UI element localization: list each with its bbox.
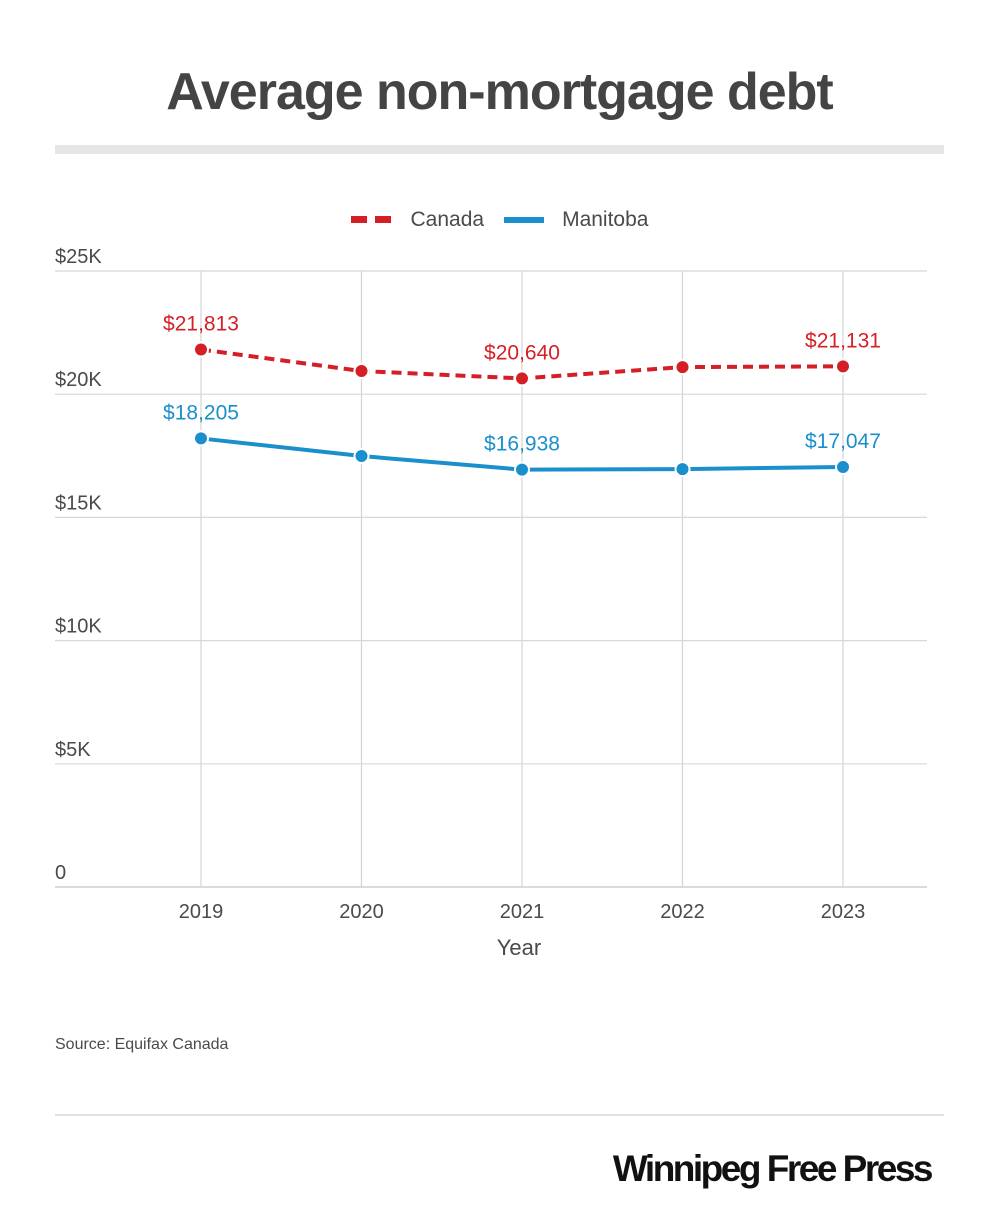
y-tick-label: $20K [55,369,102,391]
x-tick-label: 2019 [179,901,224,923]
data-point-manitoba-2019 [193,430,209,447]
y-tick-label: $10K [55,616,102,638]
data-label-manitoba-2023: $17,047 [805,430,881,453]
brand-logo: Winnipeg Free Press [612,1148,934,1189]
legend-swatch-manitoba [504,217,545,223]
data-point-canada-2022 [674,359,691,376]
data-label-canada-2021: $20,640 [484,341,560,364]
x-axis-label: Year [497,935,541,960]
data-point-canada-2019 [193,341,209,358]
data-point-manitoba-2022 [674,461,691,478]
y-tick-label: 0 [55,862,66,884]
data-label-canada-2023: $21,131 [805,329,881,352]
legend-item-manitoba: Manitoba [504,208,648,232]
y-tick-label: $25K [55,246,102,268]
legend-label-manitoba: Manitoba [562,208,649,231]
legend-swatch-canada [350,216,391,224]
y-tick-label: $5K [55,739,91,761]
y-tick-label: $15K [55,492,102,514]
title-divider [55,145,944,154]
data-point-manitoba-2020 [353,448,370,465]
chart-title: Average non-mortgage debt [166,63,834,121]
footer-divider [55,1114,944,1116]
x-tick-label: 2020 [339,901,384,923]
x-tick-label: 2022 [660,901,705,923]
legend-item-canada: Canada [350,208,485,232]
legend: Canada Manitoba [0,208,999,232]
line-chart: 0 $5K $10K $15K $20K $25K 2019 2020 2021 2022 2023… [55,246,927,960]
data-point-manitoba-2023 [835,458,851,475]
data-point-canada-2020 [353,363,370,380]
source-note: Source: Equifax Canada [55,1036,229,1053]
x-tick-label: 2021 [500,901,545,923]
legend-label-canada: Canada [410,208,485,231]
data-point-canada-2023 [835,358,851,375]
data-label-manitoba-2021: $16,938 [484,433,560,456]
data-point-canada-2021 [514,370,530,387]
x-tick-label: 2023 [821,901,866,923]
data-label-canada-2019: $21,813 [163,313,239,336]
data-label-manitoba-2019: $18,205 [163,401,239,424]
data-point-manitoba-2021 [514,461,530,478]
